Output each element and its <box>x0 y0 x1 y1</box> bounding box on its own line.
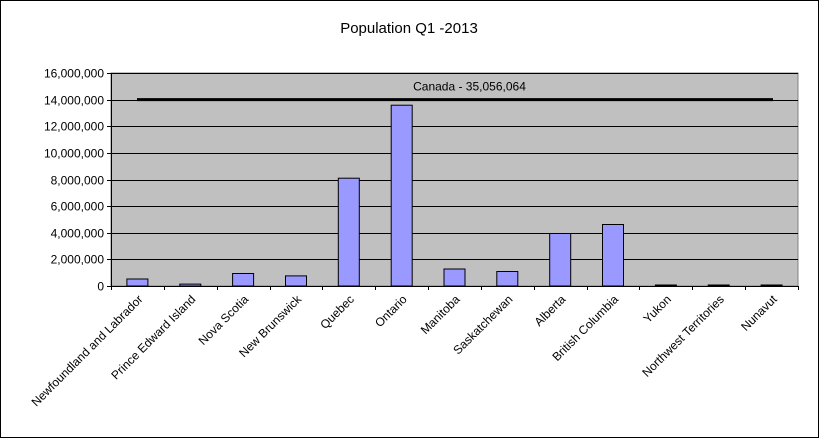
y-tick-label: 0 <box>97 280 104 294</box>
bar-newfoundland-and-labrador <box>126 278 149 287</box>
y-axis: 0 2,000,000 4,000,000 6,000,000 8,000,000 10,… <box>44 67 112 294</box>
y-tick-label: 16,000,000 <box>44 67 104 81</box>
reference-line-group: Canada - 35,056,064 <box>137 80 773 102</box>
bar-prince-edward-island <box>179 283 202 287</box>
x-tick-label: Quebec <box>317 292 357 332</box>
bar-quebec <box>337 177 360 287</box>
y-tick-label: 6,000,000 <box>51 200 105 214</box>
bar-ontario <box>390 104 413 287</box>
y-tick-label: 10,000,000 <box>44 147 104 161</box>
plot-area <box>110 72 799 287</box>
bars <box>126 104 783 287</box>
bar-alberta <box>549 233 572 287</box>
x-tick-label: Newfoundland and Labrador <box>29 292 146 409</box>
bar-british-columbia <box>602 224 624 287</box>
bar-manitoba <box>443 268 466 287</box>
chart-title: Population Q1 -2013 <box>340 20 478 37</box>
y-tick-label: 12,000,000 <box>44 120 104 134</box>
x-tick-label: Nova Scotia <box>196 292 252 348</box>
bar-new-brunswick <box>285 275 307 287</box>
bar-yukon <box>654 284 677 287</box>
bar-nunavut <box>760 284 783 287</box>
y-tick-label: 2,000,000 <box>51 253 105 267</box>
x-tick-label: Yukon <box>641 292 674 325</box>
reference-line-label: Canada - 35,056,064 <box>413 80 526 94</box>
y-tick-label: 14,000,000 <box>44 94 104 108</box>
x-tick-label: Manitoba <box>418 292 463 337</box>
y-tick-label: 8,000,000 <box>51 174 105 188</box>
x-tick-label: Alberta <box>532 292 569 329</box>
bar-saskatchewan <box>496 271 519 287</box>
bar-nova-scotia <box>232 273 255 287</box>
y-tick-label: 4,000,000 <box>51 227 105 241</box>
bar-northwest-territories <box>707 284 730 287</box>
x-tick-label: Ontario <box>372 292 410 330</box>
x-tick-label: Nunavut <box>738 292 780 334</box>
